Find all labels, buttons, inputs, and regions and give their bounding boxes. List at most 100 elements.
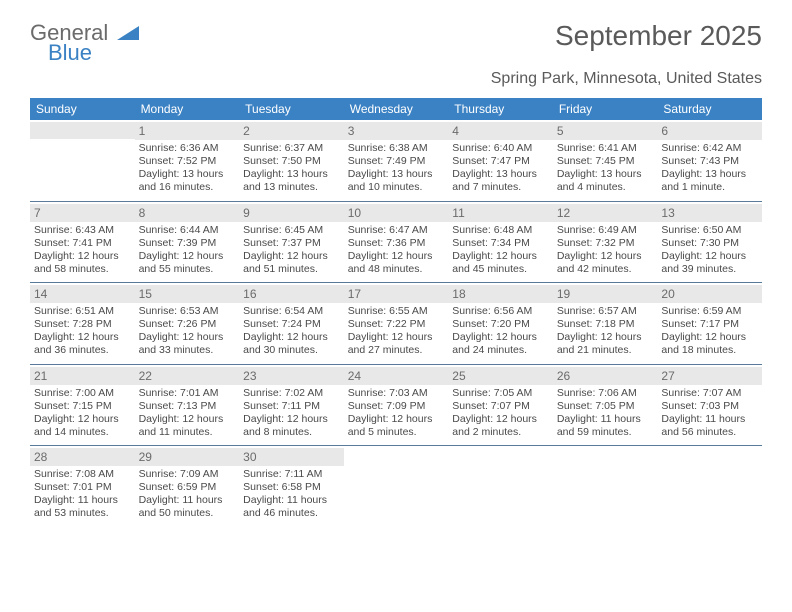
day-number: 5 — [553, 122, 658, 140]
page-subtitle: Spring Park, Minnesota, United States — [30, 70, 762, 88]
day-cell — [344, 446, 449, 527]
sunset-line: Sunset: 7:05 PM — [557, 400, 654, 413]
day-number: 16 — [239, 285, 344, 303]
day-number: 25 — [448, 367, 553, 385]
sunset-line: Sunset: 7:18 PM — [557, 318, 654, 331]
sunrise-line: Sunrise: 7:08 AM — [34, 468, 131, 481]
sunset-line: Sunset: 7:22 PM — [348, 318, 445, 331]
sunrise-line: Sunrise: 6:48 AM — [452, 224, 549, 237]
daylight-line: Daylight: 12 hours and 36 minutes. — [34, 331, 131, 357]
daylight-line: Daylight: 12 hours and 18 minutes. — [661, 331, 758, 357]
day-cell: 15Sunrise: 6:53 AMSunset: 7:26 PMDayligh… — [135, 283, 240, 364]
sunrise-line: Sunrise: 7:09 AM — [139, 468, 236, 481]
day-details: Sunrise: 7:01 AMSunset: 7:13 PMDaylight:… — [139, 387, 236, 440]
week-row: 21Sunrise: 7:00 AMSunset: 7:15 PMDayligh… — [30, 364, 762, 446]
sunset-line: Sunset: 7:15 PM — [34, 400, 131, 413]
day-cell: 22 Sunrise: 7:01 AMSunset: 7:13 PMDayligh… — [135, 365, 240, 446]
sunrise-line: Sunrise: 6:45 AM — [243, 224, 340, 237]
sunrise-line: Sunrise: 6:42 AM — [661, 142, 758, 155]
daylight-line: Daylight: 12 hours and 21 minutes. — [557, 331, 654, 357]
week-row: 14Sunrise: 6:51 AMSunset: 7:28 PMDayligh… — [30, 282, 762, 364]
dow-cell: Tuesday — [239, 98, 344, 120]
daylight-line: Daylight: 13 hours and 4 minutes. — [557, 168, 654, 194]
day-details: Sunrise: 6:51 AMSunset: 7:28 PMDaylight:… — [34, 305, 131, 358]
day-details: Sunrise: 6:38 AMSunset: 7:49 PMDaylight:… — [348, 142, 445, 195]
day-cell: 12Sunrise: 6:49 AMSunset: 7:32 PMDayligh… — [553, 202, 658, 283]
sunrise-line: Sunrise: 6:53 AM — [139, 305, 236, 318]
sunset-line: Sunset: 7:50 PM — [243, 155, 340, 168]
day-number: 4 — [448, 122, 553, 140]
sunrise-line: Sunrise: 6:51 AM — [34, 305, 131, 318]
daylight-line: Daylight: 12 hours and 55 minutes. — [139, 250, 236, 276]
daylight-line: Daylight: 12 hours and 45 minutes. — [452, 250, 549, 276]
day-cell: 11 Sunrise: 6:48 AMSunset: 7:34 PMDayligh… — [448, 202, 553, 283]
day-cell: 3Sunrise: 6:38 AMSunset: 7:49 PMDaylight… — [344, 120, 449, 201]
dow-cell: Sunday — [30, 98, 135, 120]
day-details: Sunrise: 7:11 AMSunset: 6:58 PMDaylight:… — [243, 468, 340, 521]
empty-day-bar — [30, 122, 135, 139]
day-number: 13 — [657, 204, 762, 222]
sunrise-line: Sunrise: 6:49 AM — [557, 224, 654, 237]
day-number: 27 — [657, 367, 762, 385]
day-cell: 14Sunrise: 6:51 AMSunset: 7:28 PMDayligh… — [30, 283, 135, 364]
day-details: Sunrise: 6:47 AMSunset: 7:36 PMDaylight:… — [348, 224, 445, 277]
day-cell: 27 Sunrise: 7:07 AMSunset: 7:03 PMDayligh… — [657, 365, 762, 446]
daylight-line: Daylight: 11 hours and 50 minutes. — [139, 494, 236, 520]
sunset-line: Sunset: 7:47 PM — [452, 155, 549, 168]
day-details: Sunrise: 6:41 AMSunset: 7:45 PMDaylight:… — [557, 142, 654, 195]
day-cell: 10Sunrise: 6:47 AMSunset: 7:36 PMDayligh… — [344, 202, 449, 283]
day-details: Sunrise: 7:09 AMSunset: 6:59 PMDaylight:… — [139, 468, 236, 521]
day-number: 22 — [135, 367, 240, 385]
logo: General Blue — [30, 20, 139, 66]
day-number: 24 — [344, 367, 449, 385]
day-cell: 20Sunrise: 6:59 AMSunset: 7:17 PMDayligh… — [657, 283, 762, 364]
sunset-line: Sunset: 7:28 PM — [34, 318, 131, 331]
sunset-line: Sunset: 7:49 PM — [348, 155, 445, 168]
dow-cell: Monday — [135, 98, 240, 120]
day-details: Sunrise: 6:53 AMSunset: 7:26 PMDaylight:… — [139, 305, 236, 358]
day-number: 1 — [135, 122, 240, 140]
day-number: 8 — [135, 204, 240, 222]
sunset-line: Sunset: 7:36 PM — [348, 237, 445, 250]
daylight-line: Daylight: 13 hours and 1 minute. — [661, 168, 758, 194]
day-details: Sunrise: 6:43 AMSunset: 7:41 PMDaylight:… — [34, 224, 131, 277]
daylight-line: Daylight: 11 hours and 59 minutes. — [557, 413, 654, 439]
sunrise-line: Sunrise: 6:56 AM — [452, 305, 549, 318]
day-cell: 25Sunrise: 7:05 AMSunset: 7:07 PMDayligh… — [448, 365, 553, 446]
day-details: Sunrise: 7:08 AMSunset: 7:01 PMDaylight:… — [34, 468, 131, 521]
day-cell: 5 Sunrise: 6:41 AMSunset: 7:45 PMDaylight… — [553, 120, 658, 201]
day-details: Sunrise: 6:42 AMSunset: 7:43 PMDaylight:… — [661, 142, 758, 195]
dow-cell: Saturday — [657, 98, 762, 120]
daylight-line: Daylight: 13 hours and 10 minutes. — [348, 168, 445, 194]
day-cell — [657, 446, 762, 527]
day-cell — [30, 120, 135, 201]
day-details: Sunrise: 6:54 AMSunset: 7:24 PMDaylight:… — [243, 305, 340, 358]
sunrise-line: Sunrise: 6:40 AM — [452, 142, 549, 155]
daylight-line: Daylight: 12 hours and 2 minutes. — [452, 413, 549, 439]
day-cell: 9Sunrise: 6:45 AMSunset: 7:37 PMDaylight… — [239, 202, 344, 283]
day-details: Sunrise: 7:02 AMSunset: 7:11 PMDaylight:… — [243, 387, 340, 440]
page-title: September 2025 — [555, 20, 762, 52]
day-number: 19 — [553, 285, 658, 303]
day-number: 28 — [30, 448, 135, 466]
day-number: 26 — [553, 367, 658, 385]
dow-cell: Friday — [553, 98, 658, 120]
day-cell: 18Sunrise: 6:56 AMSunset: 7:20 PMDayligh… — [448, 283, 553, 364]
day-details: Sunrise: 6:37 AMSunset: 7:50 PMDaylight:… — [243, 142, 340, 195]
sunset-line: Sunset: 7:37 PM — [243, 237, 340, 250]
sunrise-line: Sunrise: 6:54 AM — [243, 305, 340, 318]
day-cell: 23Sunrise: 7:02 AMSunset: 7:11 PMDayligh… — [239, 365, 344, 446]
day-details: Sunrise: 6:56 AMSunset: 7:20 PMDaylight:… — [452, 305, 549, 358]
sunset-line: Sunset: 7:01 PM — [34, 481, 131, 494]
day-number: 21 — [30, 367, 135, 385]
day-details: Sunrise: 7:07 AMSunset: 7:03 PMDaylight:… — [661, 387, 758, 440]
sunset-line: Sunset: 7:13 PM — [139, 400, 236, 413]
day-details: Sunrise: 6:48 AMSunset: 7:34 PMDaylight:… — [452, 224, 549, 277]
day-number: 12 — [553, 204, 658, 222]
daylight-line: Daylight: 11 hours and 56 minutes. — [661, 413, 758, 439]
day-cell: 19Sunrise: 6:57 AMSunset: 7:18 PMDayligh… — [553, 283, 658, 364]
dow-cell: Wednesday — [344, 98, 449, 120]
day-number: 30 — [239, 448, 344, 466]
day-number: 11 — [448, 204, 553, 222]
day-cell — [553, 446, 658, 527]
